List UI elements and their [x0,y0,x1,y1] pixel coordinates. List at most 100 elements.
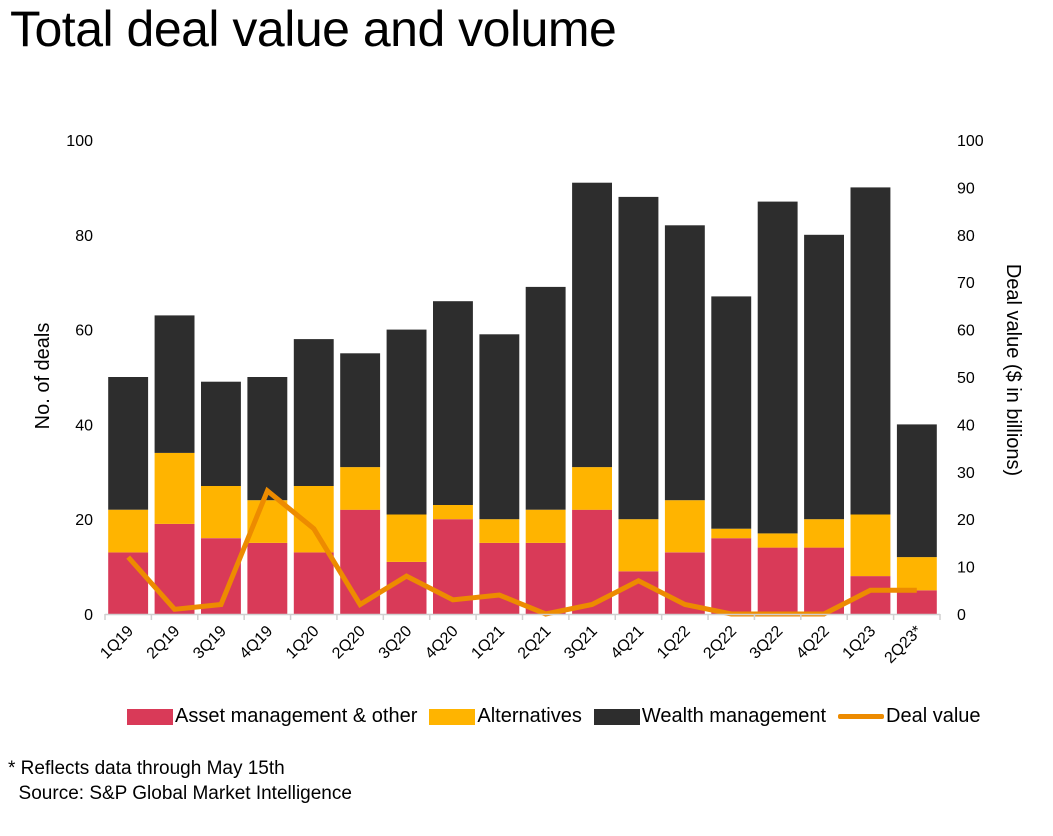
bar-asset-2Q19 [154,523,195,614]
bars-group [108,182,937,614]
x-tick-label: 4Q21 [608,623,648,663]
bar-alternatives-4Q20 [433,505,473,520]
footnote-note: * Reflects data through May 15th [8,758,285,779]
bar-wealth-2Q19 [154,315,195,453]
bar-wealth-1Q22 [664,225,705,501]
y-axis-title: No. of deals [32,323,54,430]
x-tick-label: 2Q22 [700,623,740,663]
x-tick-label: 4Q22 [793,623,833,663]
bar-wealth-4Q19 [247,377,288,501]
y2-tick-label: 50 [957,370,975,387]
y2-tick-label: 20 [957,512,975,529]
bar-alternatives-1Q23 [850,514,891,577]
x-tick-label: 1Q21 [468,623,508,663]
bar-alternatives-1Q21 [479,519,520,543]
bar-wealth-2Q23 [896,424,937,558]
y2-tick-label: 0 [957,607,966,624]
bar-wealth-4Q22 [804,234,844,520]
bar-alternatives-3Q22 [757,533,798,548]
legend-swatch-deal-value [838,714,885,719]
y-tick-label: 80 [75,228,93,245]
bar-alternatives-1Q22 [664,500,705,553]
x-tick-label: 3Q21 [561,623,601,663]
legend-item-wealth: Wealth management [593,705,827,728]
y2-tick-label: 40 [957,417,975,434]
legend-item-asset: Asset management & other [127,705,417,728]
x-tick-label: 2Q21 [515,623,555,663]
bar-asset-4Q21 [618,571,659,614]
bar-wealth-3Q20 [386,329,427,515]
x-tick-label: 1Q22 [654,623,694,663]
y-tick-label: 0 [84,607,93,624]
bar-asset-2Q21 [525,542,566,614]
y2-tick-label: 90 [957,180,975,197]
bar-alternatives-4Q22 [804,519,844,548]
x-tick-label: 3Q20 [376,623,416,663]
bar-wealth-1Q23 [850,187,891,515]
bar-asset-2Q22 [711,538,752,614]
bar-wealth-4Q20 [433,301,473,505]
legend: Asset management & other Alternatives We… [127,705,981,728]
y-tick-label: 100 [66,133,93,150]
y-tick-label: 60 [75,323,93,340]
bar-wealth-2Q20 [340,353,381,468]
x-tick-label: 2Q19 [144,623,184,663]
legend-label-wealth: Wealth management [641,705,827,727]
bar-alternatives-3Q19 [201,486,241,539]
bar-wealth-2Q22 [711,296,752,529]
bar-alternatives-1Q19 [108,509,149,553]
bar-asset-2Q23 [896,590,937,614]
y2-tick-label: 80 [957,228,975,245]
legend-label-alternatives: Alternatives [477,705,582,727]
x-tick-label: 1Q23 [840,623,880,663]
y2-tick-label: 60 [957,323,975,340]
bar-alternatives-2Q20 [340,467,381,510]
deal-value-line [126,486,917,617]
x-tick-label: 2Q23* [882,623,926,667]
bar-asset-3Q22 [757,547,798,614]
x-tick-label: 1Q20 [283,623,323,663]
y2-tick-label: 70 [957,275,975,292]
x-tick-label: 4Q20 [422,623,462,663]
bar-wealth-4Q21 [618,196,659,520]
x-tick-label: 1Q19 [97,623,137,663]
legend-swatch-asset [127,708,173,725]
deal-value-line-group [126,486,917,617]
x-tick-label: 2Q20 [329,623,369,663]
bar-wealth-3Q21 [572,182,612,468]
bar-wealth-3Q19 [201,381,241,486]
bar-alternatives-2Q21 [525,509,566,543]
footnote-source: Source: S&P Global Market Intelligence [8,783,352,804]
footnote: * Reflects data through May 15th Source:… [8,756,352,806]
y-tick-label: 40 [75,417,93,434]
bar-asset-4Q19 [247,542,288,614]
bar-alternatives-3Q20 [386,514,427,562]
bar-wealth-2Q21 [525,286,566,510]
bar-alternatives-2Q22 [711,528,752,539]
x-tick-label: 4Q19 [237,623,277,663]
bar-wealth-1Q20 [293,339,334,486]
bar-asset-4Q22 [804,547,844,614]
bar-asset-1Q19 [108,552,149,614]
y2-tick-label: 100 [957,133,984,150]
y-tick-label: 20 [75,512,93,529]
x-tick-label: 3Q19 [190,623,230,663]
chart-title: Total deal value and volume [10,1,617,57]
bar-wealth-1Q21 [479,334,520,520]
bar-alternatives-2Q19 [154,452,195,524]
y2-axis-title: Deal value ($ in billions) [1002,264,1024,476]
bar-alternatives-2Q23 [896,557,937,591]
legend-swatch-alternatives [429,708,476,725]
legend-swatch-wealth [593,708,640,725]
bar-asset-3Q20 [386,561,427,614]
y2-tick-label: 10 [957,560,975,577]
bar-asset-1Q20 [293,552,334,614]
legend-item-alternatives: Alternatives [429,705,582,728]
x-tick-label: 3Q22 [747,623,787,663]
bar-alternatives-3Q21 [572,467,612,510]
bar-alternatives-4Q21 [618,519,659,572]
bar-wealth-1Q19 [108,377,149,510]
legend-item-deal-value: Deal value [838,705,981,728]
y2-tick-label: 30 [957,465,975,482]
